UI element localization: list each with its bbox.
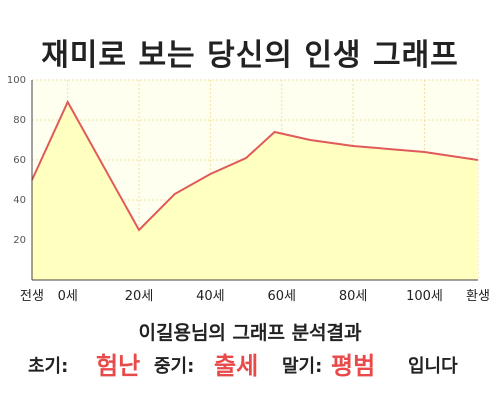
x-tick-labels: 전생 0세 20세 40세 60세 80세 100세 환생 — [20, 289, 490, 304]
y-tick-label: 20 — [13, 235, 26, 246]
mid-label: 중기: — [154, 356, 195, 377]
x-tick-label: 0세 — [58, 289, 78, 304]
late-label: 말기: — [282, 356, 323, 377]
y-tick-label: 60 — [13, 155, 26, 166]
life-line — [31, 99, 479, 232]
late-value: 평범 — [331, 352, 376, 380]
x-tick-label: 100세 — [406, 289, 443, 304]
y-tick-labels: 20 40 60 80 100 — [7, 75, 26, 246]
x-tick-label: 40세 — [196, 289, 225, 304]
mid-value: 출세 — [214, 352, 259, 380]
early-value: 험난 — [96, 352, 141, 380]
early-label: 초기: — [28, 356, 69, 377]
y-tick-label: 80 — [13, 115, 26, 126]
x-tick-label: 80세 — [339, 289, 368, 304]
result-ending: 입니다 — [408, 356, 458, 377]
x-tick-label: 환생 — [466, 289, 490, 304]
life-area-fill — [32, 102, 478, 280]
life-graph-chart: 20 40 60 80 100 전생 0세 20세 40세 60세 80세 100세 환생 — [7, 75, 490, 304]
x-tick-label: 60세 — [268, 289, 297, 304]
y-tick-label: 100 — [7, 75, 26, 86]
page-title: 재미로 보는 당신의 인생 그래프 — [41, 38, 459, 73]
x-tick-label: 전생 — [20, 289, 44, 304]
x-tick-label: 20세 — [125, 289, 154, 304]
axes — [31, 80, 478, 281]
analysis-summary: 이길용님의 그래프 분석결과 — [138, 322, 362, 344]
y-tick-label: 40 — [13, 195, 26, 206]
